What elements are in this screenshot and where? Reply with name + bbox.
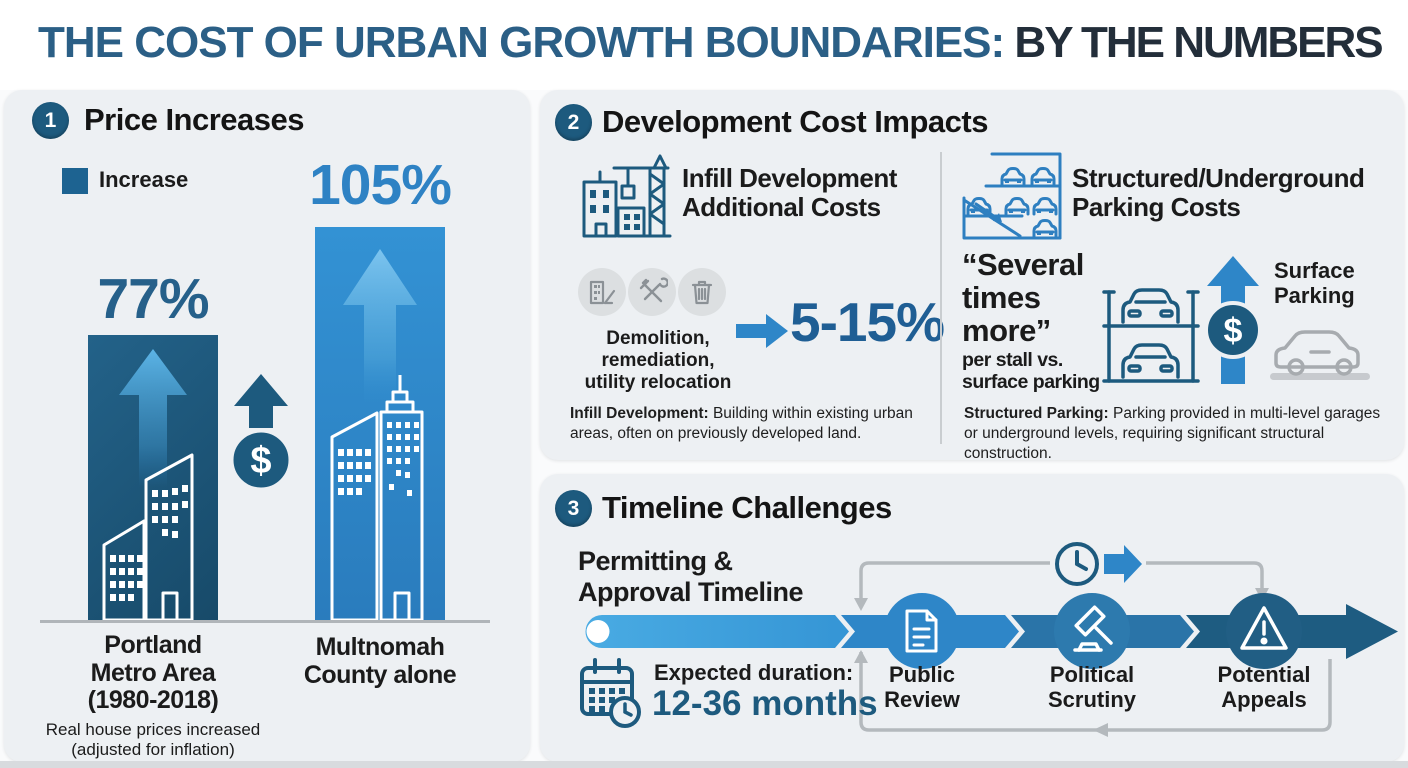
section-2-title: Development Cost Impacts — [602, 104, 988, 139]
section-3-title: Timeline Challenges — [602, 490, 892, 525]
parking-quote-sub: per stall vs. surface parking — [962, 349, 1100, 394]
section-timeline-challenges: 3 Timeline Challenges Permitting & Appro… — [540, 474, 1404, 762]
bar-value-multnomah: 105% — [309, 153, 452, 217]
infill-footnote: Infill Development: Building within exis… — [570, 404, 932, 444]
column-divider — [940, 152, 942, 444]
step-label-public-review: Public Review — [884, 662, 960, 713]
header: THE COST OF URBAN GROWTH BOUNDARIES: BY … — [0, 0, 1408, 90]
parking-heading: Structured/Underground Parking Costs — [1072, 163, 1365, 223]
step-circle-political-scrutiny — [1054, 593, 1130, 669]
chart-baseline — [40, 620, 490, 623]
bar-portland-art — [102, 349, 194, 622]
stacked-cars-lift-icon — [1102, 262, 1200, 391]
step-label-political-scrutiny: Political Scrutiny — [1047, 662, 1137, 713]
section-2-badge: 2 — [555, 104, 592, 141]
duration-label: Expected duration: — [654, 660, 854, 685]
footnote-term: Structured Parking: — [964, 405, 1109, 422]
bar-note-portland: Real house prices increased (adjusted fo… — [45, 719, 261, 759]
trash-icon — [678, 268, 726, 316]
legend-label: Increase — [99, 167, 189, 192]
footnote-text: Parking provided in multi-level garages … — [964, 405, 1381, 463]
right-arrow-icon — [736, 314, 788, 353]
clock-icon — [1055, 542, 1099, 586]
parking-quote: “Several times more” per stall vs. surfa… — [962, 247, 1100, 394]
warning-triangle-icon — [1240, 606, 1288, 650]
infill-items-label: Demolition, remediation, utility relocat… — [584, 328, 732, 394]
price-rise-money-icon: $ — [230, 372, 292, 491]
svg-text:$: $ — [1224, 312, 1243, 350]
timeline-start-dot — [586, 620, 610, 643]
step-label-potential-appeals: Potential Appeals — [1217, 662, 1311, 713]
demolition-icon — [578, 268, 626, 316]
skyscraper-icon — [330, 375, 424, 622]
bottom-strip — [0, 761, 1408, 768]
timeline-graphic — [585, 542, 1398, 737]
bar-multnomah — [315, 227, 445, 622]
legend-swatch — [62, 168, 88, 194]
section-1-title: Price Increases — [84, 102, 305, 137]
footnote-text: Building within existing urban areas, of… — [570, 405, 913, 443]
gavel-icon — [1073, 605, 1113, 652]
timeline-heading: Permitting & Approval Timeline — [578, 546, 804, 608]
document-icon — [905, 609, 938, 653]
increase-arrow-icon — [343, 249, 417, 405]
section-price-increases: 1 Price Increases Increase 77% 105% — [4, 90, 530, 762]
bar-label-line: County alone — [303, 660, 457, 689]
connector-arrowheads — [854, 588, 1269, 737]
car-side-icon — [1266, 316, 1374, 389]
page-title-primary: THE COST OF URBAN GROWTH BOUNDARIES: — [38, 18, 1005, 67]
bar-label-line: Metro Area — [90, 658, 216, 687]
page-title-secondary: BY THE NUMBERS — [1004, 18, 1383, 67]
construction-crane-icon — [576, 148, 672, 244]
duration-value: 12-36 months — [652, 684, 878, 723]
increase-arrow-icon — [119, 349, 187, 487]
dollar-circle-icon: $ — [1204, 256, 1262, 384]
bar-value-portland: 77% — [97, 267, 209, 331]
parking-footnote: Structured Parking: Parking provided in … — [964, 404, 1384, 464]
page-title: THE COST OF URBAN GROWTH BOUNDARIES: BY … — [38, 18, 1384, 68]
section-development-cost-impacts: 2 Development Cost Impacts — [540, 90, 1404, 462]
bar-label-line: Portland — [104, 631, 202, 659]
infill-cost-value: 5-15% — [790, 291, 945, 353]
bar-label-portland: Portland Metro Area (1980-2018) Real hou… — [28, 631, 278, 760]
city-buildings-icon — [102, 453, 194, 622]
cost-up-arrow-dollar-icon: $ — [1204, 256, 1262, 389]
infill-heading: Infill Development Additional Costs — [682, 163, 897, 223]
bar-label-multnomah: Multnomah County alone — [285, 633, 475, 689]
bar-multnomah-art — [330, 249, 424, 622]
bar-portland — [88, 335, 218, 622]
surface-parking-label: Surface Parking — [1274, 258, 1355, 309]
section-1-badge: 1 — [32, 102, 69, 139]
bar-label-line: (1980-2018) — [87, 686, 219, 714]
section-3-badge: 3 — [555, 490, 592, 527]
bar-label-line: Multnomah — [315, 633, 445, 661]
footnote-term: Infill Development: — [570, 405, 709, 422]
right-arrow-icon — [1104, 545, 1142, 583]
calendar-clock-icon — [578, 656, 644, 735]
tools-icon — [628, 268, 676, 316]
parking-garage-icon — [962, 148, 1064, 249]
svg-text:$: $ — [250, 440, 271, 482]
dollar-circle-icon: $ — [230, 374, 292, 491]
step-circle-public-review — [884, 593, 960, 669]
